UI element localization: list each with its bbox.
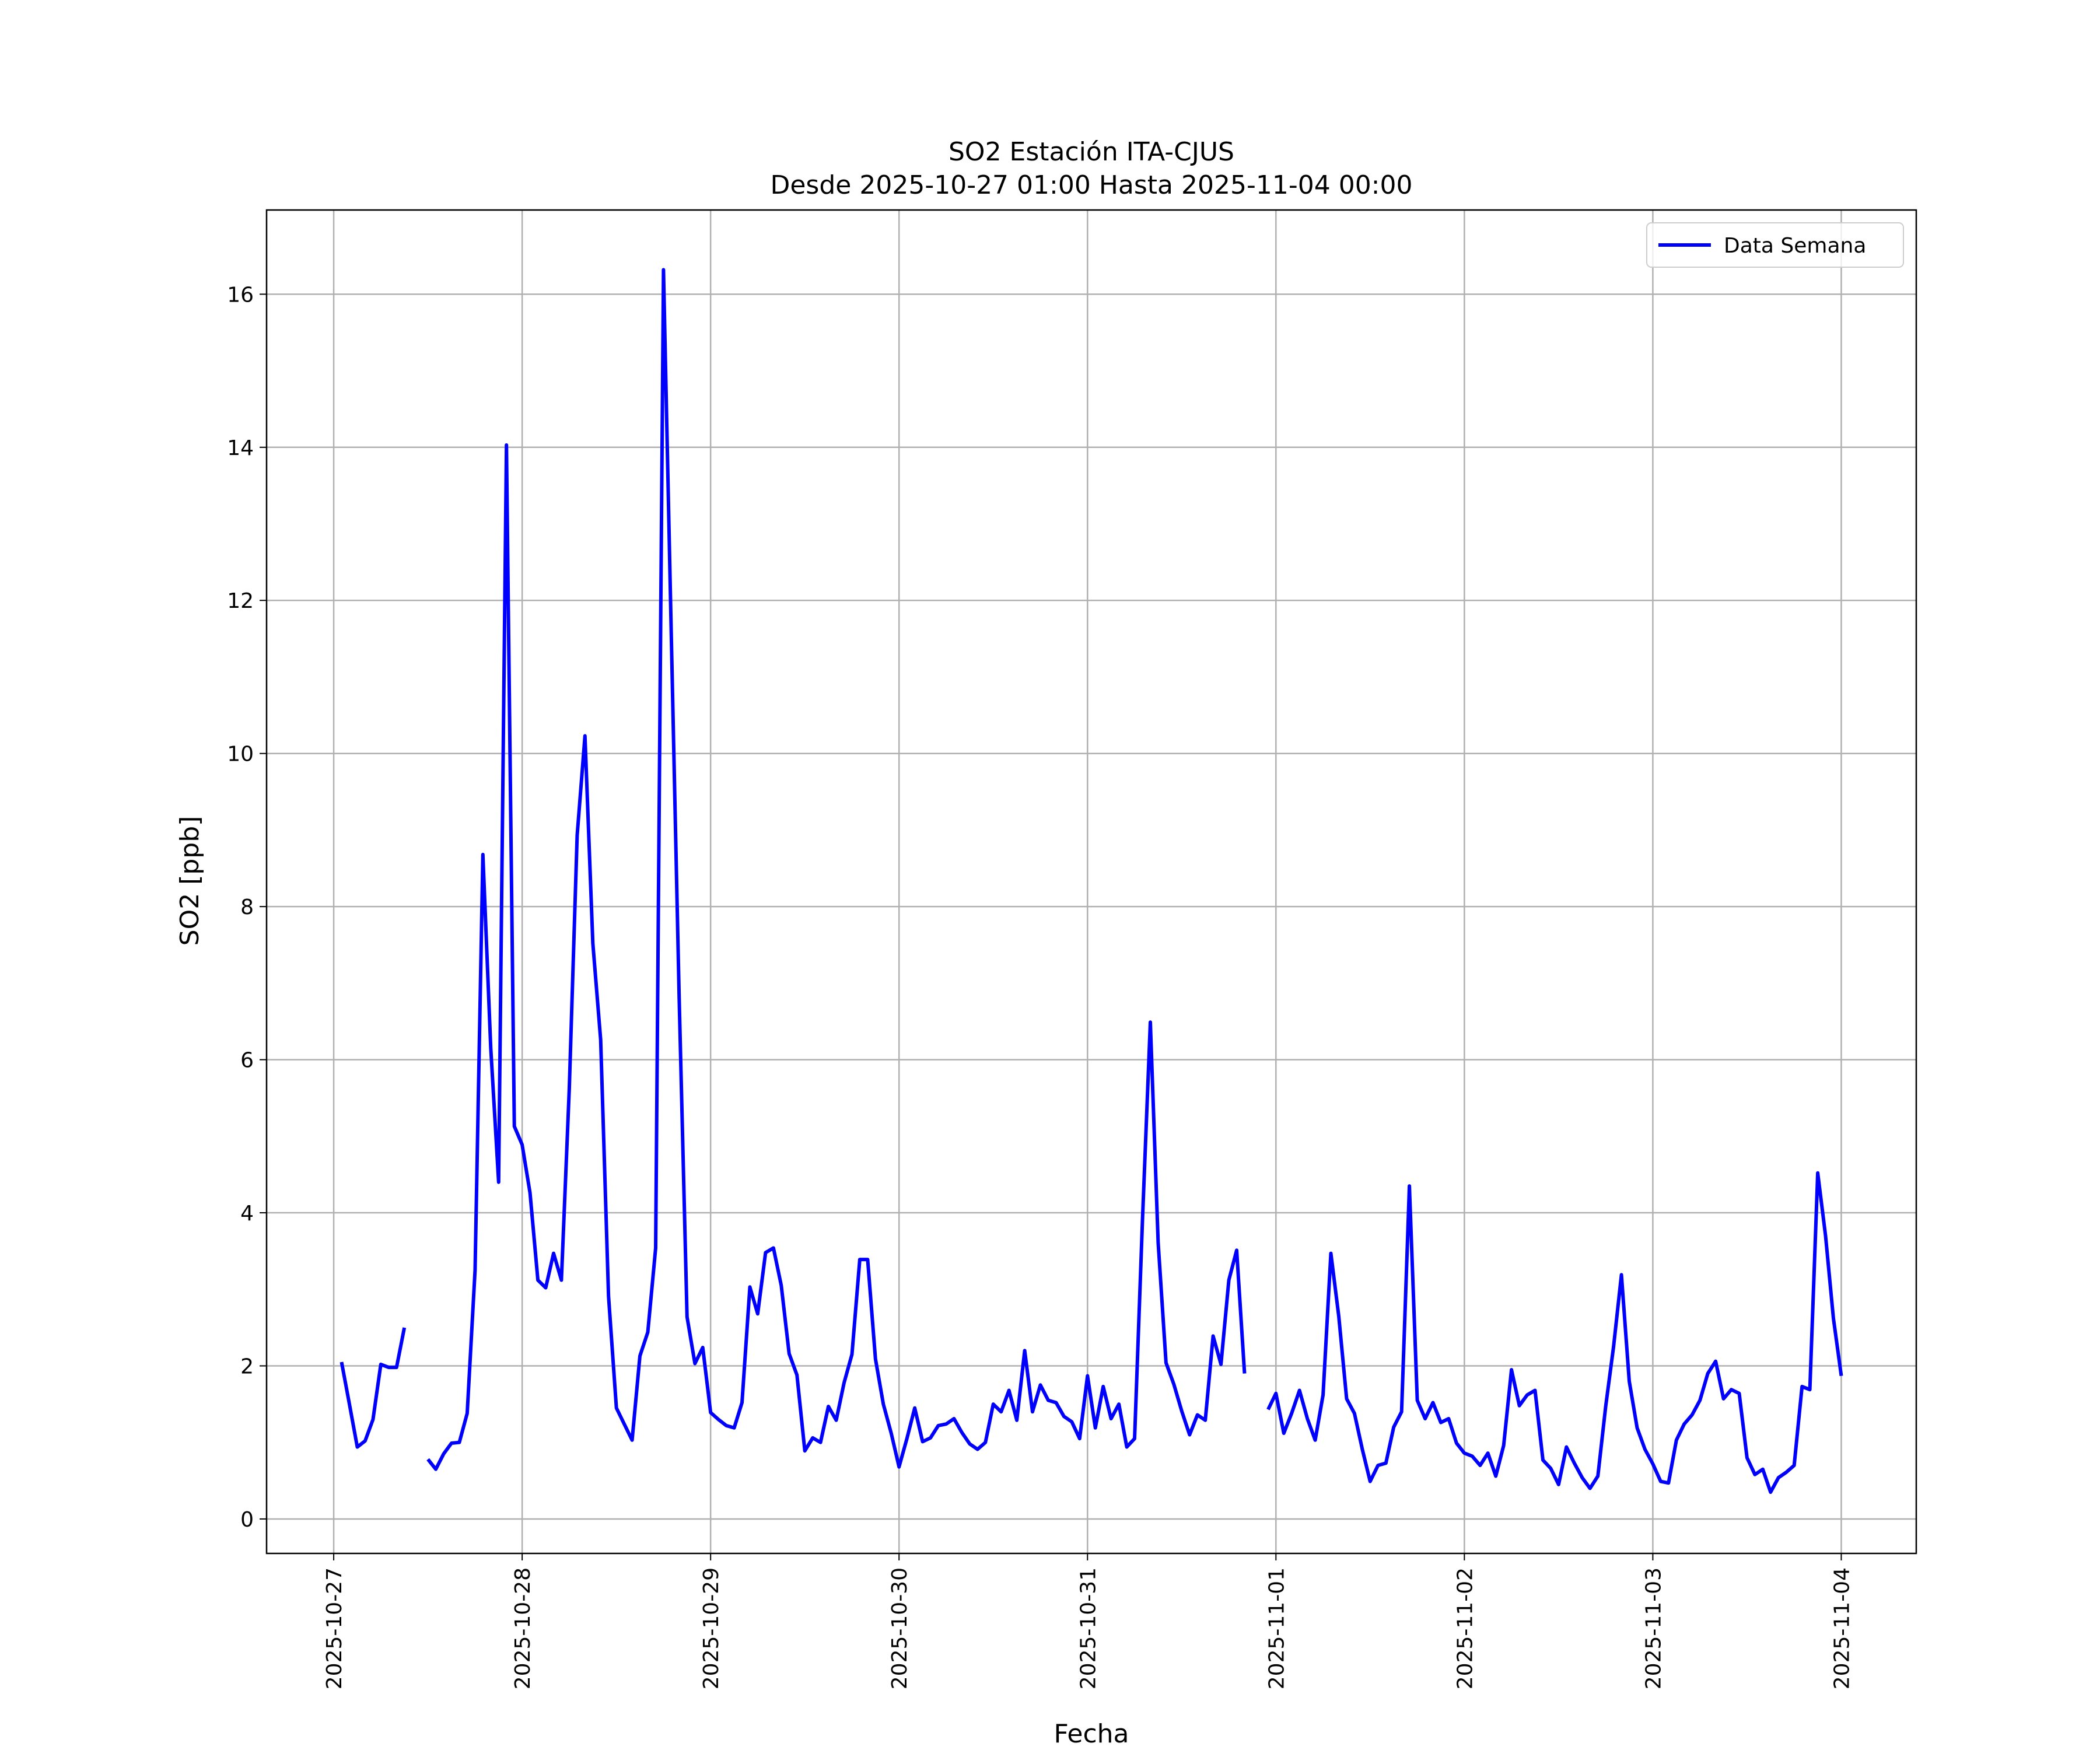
x-tick-label: 2025-11-01 (1265, 1567, 1289, 1689)
x-tick-label: 2025-11-04 (1830, 1567, 1854, 1689)
y-tick-label: 4 (240, 1202, 254, 1226)
y-tick-label: 2 (240, 1354, 254, 1378)
plot-frame (265, 209, 1917, 1555)
legend-box (1646, 222, 1904, 268)
y-axis-label: SO2 [ppb] (175, 816, 205, 946)
x-tick-label: 2025-11-03 (1642, 1567, 1665, 1689)
x-tick-label: 2025-10-30 (888, 1567, 912, 1689)
y-tick-label: 8 (240, 895, 254, 919)
y-tick-label: 16 (227, 283, 254, 307)
x-tick-label: 2025-11-02 (1453, 1567, 1477, 1689)
x-tick-label: 2025-10-27 (323, 1567, 346, 1689)
legend: Data Semana (1646, 222, 1904, 268)
x-axis-label: Fecha (1054, 1719, 1129, 1749)
x-tick-label: 2025-10-28 (511, 1567, 535, 1689)
y-tick-label: 10 (227, 743, 254, 766)
y-tick-label: 6 (240, 1049, 254, 1073)
data-line (340, 268, 1843, 1494)
chart-title: SO2 Estación ITA-CJUS (949, 137, 1234, 167)
x-tick-label: 2025-10-29 (699, 1567, 723, 1689)
y-tick-label: 14 (227, 436, 254, 460)
y-tick-label: 12 (227, 589, 254, 613)
legend-label: Data Semana (1724, 234, 1866, 258)
chart-subtitle: Desde 2025-10-27 01:00 Hasta 2025-11-04 … (770, 170, 1412, 200)
x-tick-label: 2025-10-31 (1076, 1567, 1100, 1689)
y-tick-label: 0 (240, 1508, 254, 1532)
